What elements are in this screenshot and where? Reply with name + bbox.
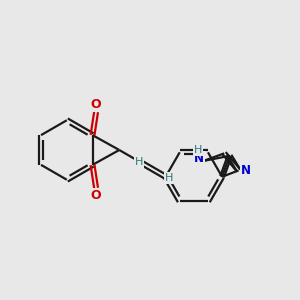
Text: O: O — [91, 98, 101, 111]
Text: H: H — [134, 158, 143, 167]
Text: O: O — [91, 189, 101, 202]
Text: N: N — [241, 164, 251, 177]
Text: H: H — [165, 173, 173, 183]
Text: N: N — [194, 152, 204, 164]
Text: H: H — [194, 145, 202, 155]
